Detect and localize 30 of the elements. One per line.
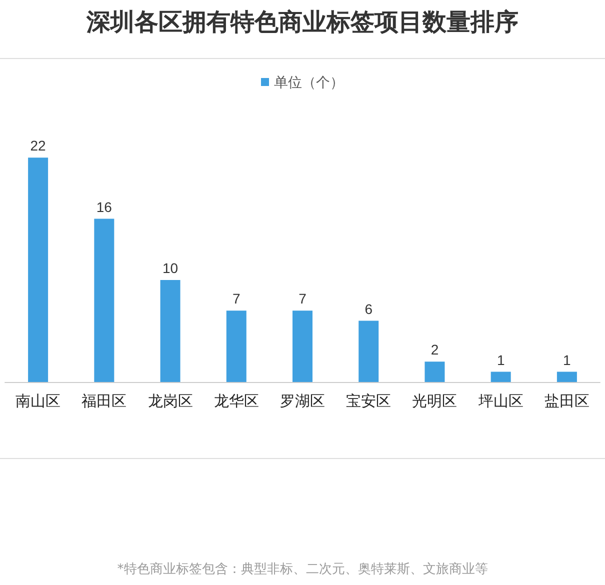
data-label: 10 xyxy=(162,260,178,276)
data-label: 22 xyxy=(30,138,46,154)
bar xyxy=(424,362,445,382)
data-label: 1 xyxy=(496,352,505,368)
x-tick-label: 南山区 xyxy=(16,393,61,410)
x-tick-label: 福田区 xyxy=(82,393,127,410)
bar xyxy=(28,158,48,382)
data-label: 1 xyxy=(563,352,572,368)
bar xyxy=(490,372,511,382)
bar xyxy=(160,280,180,382)
x-tick-label: 坪山区 xyxy=(477,393,524,410)
x-tick-label: 宝安区 xyxy=(346,393,392,410)
bar xyxy=(556,372,577,382)
data-label: 7 xyxy=(232,290,240,307)
x-tick-label: 盐田区 xyxy=(544,393,590,410)
data-label: 7 xyxy=(298,290,307,307)
bar xyxy=(226,310,246,382)
x-tick-label: 罗湖区 xyxy=(280,393,325,410)
legend-label: 单位（个） xyxy=(274,74,344,90)
bar xyxy=(292,310,312,382)
bar xyxy=(358,320,379,382)
data-label: 2 xyxy=(430,342,439,358)
x-tick-label: 龙华区 xyxy=(214,393,259,410)
text: *特色商业标签包含：典型非标、二次元、奥特莱斯、文旅商业等 xyxy=(116,561,489,578)
x-tick-label: 龙岗区 xyxy=(148,393,193,410)
chart-title: 深圳各区拥有特色商业标签项目数量排序 xyxy=(85,7,520,38)
data-label: 16 xyxy=(96,198,112,215)
x-tick-label: 光明区 xyxy=(412,393,458,410)
data-label: 6 xyxy=(364,300,373,317)
bar xyxy=(94,218,114,382)
